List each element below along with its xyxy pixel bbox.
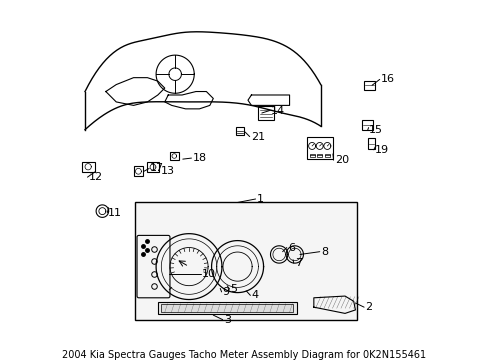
Bar <box>133 166 143 176</box>
Text: 2: 2 <box>365 302 371 312</box>
Bar <box>258 106 273 120</box>
Bar <box>306 136 332 159</box>
Bar <box>324 154 329 157</box>
Bar <box>135 202 356 320</box>
Bar <box>161 304 292 312</box>
Text: 7: 7 <box>294 258 301 268</box>
Text: 17: 17 <box>150 163 164 174</box>
Bar <box>235 127 244 135</box>
Text: 14: 14 <box>270 105 284 116</box>
Text: 1: 1 <box>256 194 263 204</box>
Bar <box>147 162 158 172</box>
Text: 10: 10 <box>202 269 216 279</box>
Text: 4: 4 <box>251 291 258 300</box>
Text: 11: 11 <box>108 208 122 218</box>
Bar <box>362 120 372 130</box>
Text: 19: 19 <box>374 145 388 155</box>
Bar <box>81 162 95 172</box>
Bar <box>170 152 178 160</box>
Bar <box>309 154 314 157</box>
Bar <box>158 302 296 314</box>
Text: 20: 20 <box>334 155 348 165</box>
Text: 16: 16 <box>380 75 394 84</box>
Text: 21: 21 <box>250 132 264 141</box>
Bar <box>317 154 322 157</box>
Text: 5: 5 <box>230 284 237 294</box>
Text: 8: 8 <box>320 247 327 257</box>
Text: 13: 13 <box>160 166 174 176</box>
Text: 6: 6 <box>287 243 294 252</box>
Text: 2004 Kia Spectra Gauges Tacho Meter Assembly Diagram for 0K2N155461: 2004 Kia Spectra Gauges Tacho Meter Asse… <box>62 350 426 360</box>
Bar <box>367 138 374 149</box>
Text: 15: 15 <box>368 125 382 135</box>
Text: 18: 18 <box>192 153 206 163</box>
Bar <box>364 81 374 90</box>
Text: 3: 3 <box>223 315 230 325</box>
Text: 9: 9 <box>222 287 229 297</box>
Text: 12: 12 <box>88 172 102 182</box>
